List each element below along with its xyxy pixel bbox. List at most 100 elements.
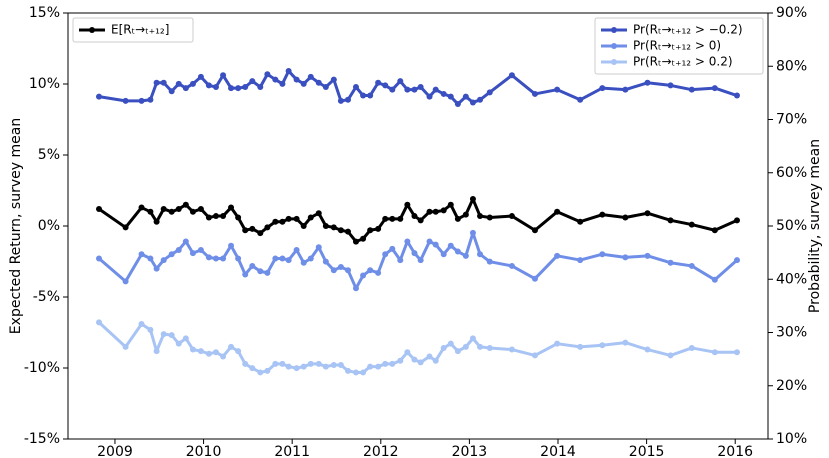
point [220,255,227,262]
point [242,271,249,278]
legend-box [594,17,764,75]
point [577,343,584,350]
point [644,210,651,217]
point [189,346,196,353]
point [220,353,227,360]
point [197,246,204,253]
point [285,363,292,370]
point [440,90,447,97]
point [447,242,454,249]
y-tick-label: -10% [24,360,60,376]
point [138,97,145,104]
point [733,92,740,99]
x-tick-label: 2009 [97,444,133,458]
point [345,228,351,235]
point [711,227,718,234]
point [330,224,337,231]
point [212,213,219,220]
point [508,213,515,220]
point [477,343,484,350]
point [197,73,204,80]
point [138,251,145,258]
legend-label: Pr(Rₜ→ₜ₊₁₂ > 0.2) [633,55,733,69]
y-tick-label: -15% [24,431,60,447]
point [367,92,374,99]
point [96,205,103,212]
point [153,265,160,272]
point [272,76,279,83]
point [257,230,264,237]
point [375,79,382,86]
point [212,349,219,356]
point [96,319,103,326]
y-tick-label: 5% [38,147,60,163]
y-tick-label: 10% [29,76,60,92]
x-tick-label: 2016 [717,444,753,458]
y-tick-label: -5% [33,289,60,305]
point [272,360,279,367]
point [360,272,367,279]
point [337,361,344,368]
point [337,97,344,104]
legend-label: Pr(Rₜ→ₜ₊₁₂ > 0) [633,39,721,53]
point [622,214,629,221]
point [462,211,469,218]
point [531,275,538,282]
point [711,276,718,283]
point [160,205,167,212]
point [307,214,314,221]
point [293,76,300,83]
point [175,80,182,87]
point [477,96,484,103]
y2-axis-label: Probability, survey mean [807,139,823,313]
point [462,343,469,350]
point [168,251,175,258]
point [397,78,404,85]
point [182,85,189,92]
point [307,255,314,262]
point [417,359,424,366]
point [337,264,344,271]
point [153,218,160,225]
point [432,86,439,93]
x-tick-label: 2015 [629,444,665,458]
point [300,80,307,87]
point [688,262,695,269]
point [279,360,286,367]
point [411,213,418,220]
point [432,357,439,364]
point [352,84,359,91]
point [168,208,175,215]
legend-box [72,17,194,43]
point [577,96,584,103]
point [189,208,196,215]
x-tick-label: 2011 [274,444,310,458]
point [322,258,329,265]
point [389,86,396,93]
point [411,356,418,363]
point [469,99,476,106]
point [175,246,182,253]
point [447,201,454,208]
point [454,215,461,222]
point [375,225,382,232]
point [147,208,154,215]
point [264,224,271,231]
y2-tick-label: 30% [776,325,807,341]
point [205,350,212,357]
point [249,262,256,269]
point [189,80,196,87]
point [531,352,538,359]
y2-tick-label: 10% [776,431,807,447]
point [426,93,433,100]
point [293,365,300,372]
point [367,267,374,274]
point [432,208,439,215]
legend: Pr(Rₜ→ₜ₊₁₂ > −0.2) Pr(Rₜ→ₜ₊₁₂ > 0) Pr(Rₜ→ₜ… [594,17,764,75]
point [264,269,271,276]
point [197,348,204,355]
point [531,90,538,97]
point [345,367,351,374]
point [285,68,292,75]
point [168,332,175,339]
